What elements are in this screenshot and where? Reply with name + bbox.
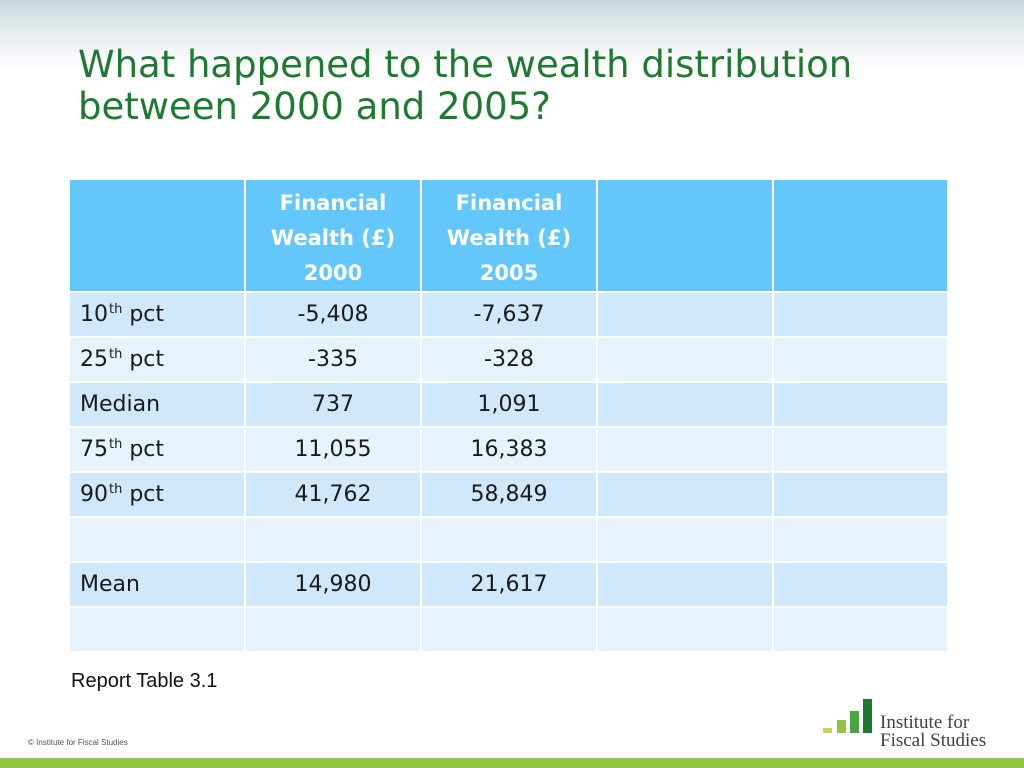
cell-empty: [596, 606, 774, 653]
cell-empty: [596, 471, 774, 518]
row-label: 75th pct: [68, 426, 246, 473]
row-label-text: Mean: [80, 572, 140, 597]
cell-wealth-2000: -335: [244, 336, 422, 383]
row-label: [68, 606, 246, 653]
logo-line-1: Institute for: [880, 712, 970, 733]
cell-empty: [596, 381, 774, 428]
cell-empty: [772, 561, 949, 608]
row-label: 90th pct: [68, 471, 246, 518]
slide-title-line-1: What happened to the wealth distribution: [78, 43, 853, 86]
table-row: 25th pct -335 -328: [68, 336, 949, 383]
cell-empty: [596, 291, 774, 338]
table-row: Mean 14,980 21,617: [68, 561, 949, 608]
row-label: [68, 516, 246, 563]
row-label-suffix-text: pct: [122, 302, 165, 327]
bottom-accent-bar: [0, 758, 1024, 768]
row-label-ordinal: th: [109, 437, 123, 452]
table-header-row: Financial Wealth (£) 2000 Financial Weal…: [68, 178, 949, 293]
cell-wealth-2005: -7,637: [420, 291, 598, 338]
cell-empty: [772, 516, 949, 563]
cell-empty: [596, 336, 774, 383]
cell-wealth-2005: 58,849: [420, 471, 598, 518]
cell-wealth-2000: 737: [244, 381, 422, 428]
cell-empty: [596, 561, 774, 608]
cell-empty: [772, 426, 949, 473]
row-label-text: 25: [80, 347, 108, 372]
row-label-ordinal: th: [109, 302, 123, 317]
cell-wealth-2000: 11,055: [244, 426, 422, 473]
cell-wealth-2000: [244, 516, 422, 563]
table-row: 90th pct 41,762 58,849: [68, 471, 949, 518]
header-cell-empty-1: [596, 178, 774, 293]
ifs-logo: Institute for Fiscal Studies: [820, 697, 1000, 752]
row-label: Mean: [68, 561, 246, 608]
wealth-table: Financial Wealth (£) 2000 Financial Weal…: [68, 178, 949, 653]
row-label-text: 90: [80, 482, 108, 507]
cell-wealth-2005: 1,091: [420, 381, 598, 428]
header-cell-2005: Financial Wealth (£) 2005: [420, 178, 598, 293]
table-body: 10th pct -5,408 -7,637 25th pct -335 -328 Medi…: [68, 291, 949, 653]
header-cell-label: [68, 178, 246, 293]
cell-empty: [596, 516, 774, 563]
slide-title: What happened to the wealth distribution…: [78, 44, 978, 128]
row-label: 25th pct: [68, 336, 246, 383]
cell-empty: [772, 471, 949, 518]
table-row: Median 737 1,091: [68, 381, 949, 428]
cell-empty: [772, 336, 949, 383]
row-label: Median: [68, 381, 246, 428]
cell-wealth-2005: [420, 516, 598, 563]
cell-wealth-2005: -328: [420, 336, 598, 383]
logo-wordmark: Institute for Fiscal Studies: [880, 712, 1010, 751]
cell-wealth-2000: 14,980: [244, 561, 422, 608]
row-label-text: 10: [80, 302, 108, 327]
cell-wealth-2000: 41,762: [244, 471, 422, 518]
cell-wealth-2000: -5,408: [244, 291, 422, 338]
logo-bars-icon: [823, 699, 872, 733]
cell-wealth-2005: 21,617: [420, 561, 598, 608]
row-label-suffix-text: pct: [122, 347, 165, 372]
table-row: 75th pct 11,055 16,383: [68, 426, 949, 473]
table-row: [68, 606, 949, 653]
cell-wealth-2000: [244, 606, 422, 653]
cell-wealth-2005: 16,383: [420, 426, 598, 473]
cell-empty: [772, 381, 949, 428]
row-label-text: 75: [80, 437, 108, 462]
cell-empty: [596, 426, 774, 473]
slide-title-line-2: between 2000 and 2005?: [78, 85, 551, 128]
row-label-suffix-text: pct: [122, 437, 165, 462]
header-cell-empty-2: [772, 178, 949, 293]
copyright-text: © Institute for Fiscal Studies: [28, 738, 128, 747]
cell-empty: [772, 606, 949, 653]
row-label-ordinal: th: [109, 347, 123, 362]
row-label: 10th pct: [68, 291, 246, 338]
top-gradient: [0, 0, 1024, 70]
header-cell-2000: Financial Wealth (£) 2000: [244, 178, 422, 293]
row-label-ordinal: th: [109, 482, 123, 497]
cell-empty: [772, 291, 949, 338]
cell-wealth-2005: [420, 606, 598, 653]
source-note: Report Table 3.1: [71, 670, 218, 692]
table-row: [68, 516, 949, 563]
row-label-suffix-text: pct: [122, 482, 165, 507]
row-label-text: Median: [80, 392, 161, 417]
table-row: 10th pct -5,408 -7,637: [68, 291, 949, 338]
logo-line-2: Fiscal Studies: [880, 730, 987, 751]
